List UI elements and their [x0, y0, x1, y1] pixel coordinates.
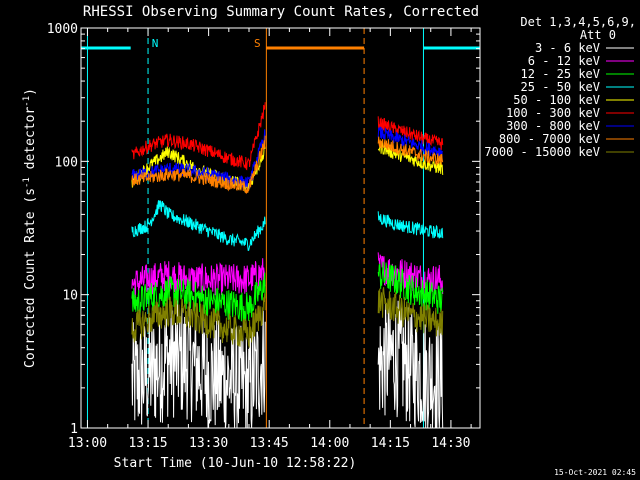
x-tick-label-5: 14:15 — [371, 436, 410, 451]
plot-frame — [80, 27, 481, 429]
legend-label-1: 6 - 12 keV — [528, 54, 600, 68]
x-axis-label: Start Time (10-Jun-10 12:58:22) — [114, 456, 357, 471]
series-line-2-segment-1 — [377, 261, 444, 314]
series-line-3-segment-1 — [377, 211, 444, 239]
series-line-1-segment-0 — [131, 258, 266, 299]
tick-layer: 1 10 100 1000 13:00 13:15 13:30 13:45 14:00 14:15… — [47, 22, 480, 451]
x-tick-label-1: 13:15 — [128, 436, 167, 451]
legend-header-detectors: Det 1,3,4,5,6,9, — [520, 15, 636, 29]
series-line-7-segment-1 — [377, 136, 444, 166]
x-tick-label-2: 13:30 — [189, 436, 228, 451]
series-layer — [131, 102, 444, 429]
series-line-8-segment-0 — [131, 293, 266, 349]
x-tick-label-3: 13:45 — [250, 436, 289, 451]
series-line-5-segment-1 — [377, 116, 444, 150]
y-axis-label: Corrected Count Rate (s-1 detector-1) — [22, 88, 38, 368]
series-line-4-segment-1 — [377, 141, 444, 176]
marker-label-N: N — [152, 37, 159, 50]
legend-label-5: 100 - 300 keV — [506, 106, 600, 120]
marker-label-S: S — [254, 37, 261, 50]
legend-label-4: 50 - 100 keV — [513, 93, 600, 107]
chart-title: RHESSI Observing Summary Count Rates, Co… — [83, 4, 479, 20]
x-tick-label-4: 14:00 — [310, 436, 349, 451]
legend-label-7: 800 - 7000 keV — [499, 132, 600, 146]
legend-label-2: 12 - 25 keV — [521, 67, 600, 81]
series-line-3-segment-0 — [131, 200, 266, 251]
series-line-5-segment-0 — [131, 102, 266, 171]
y-tick-label-2: 100 — [55, 155, 78, 170]
series-line-0-segment-1 — [377, 300, 444, 429]
x-tick-label-6: 14:30 — [431, 436, 470, 451]
series-line-8-segment-1 — [377, 287, 444, 337]
footer-timestamp: 15-Oct-2021 02:45 — [554, 468, 636, 477]
x-tick-label-0: 13:00 — [68, 436, 107, 451]
legend-label-8: 7000 - 15000 keV — [484, 145, 600, 159]
legend-label-0: 3 - 6 keV — [535, 41, 600, 55]
series-line-0-segment-0 — [131, 300, 266, 429]
legend-header-attenuator: Att 0 — [580, 28, 616, 42]
series-line-2-segment-0 — [131, 272, 266, 323]
y-tick-label-3: 1000 — [47, 22, 78, 37]
y-tick-label-0: 1 — [70, 422, 78, 437]
series-line-6-segment-1 — [377, 126, 443, 159]
y-tick-label-1: 10 — [62, 289, 78, 304]
series-line-7-segment-0 — [131, 135, 266, 195]
legend-label-3: 25 - 50 keV — [521, 80, 600, 94]
legend-label-6: 300 - 800 keV — [506, 119, 600, 133]
